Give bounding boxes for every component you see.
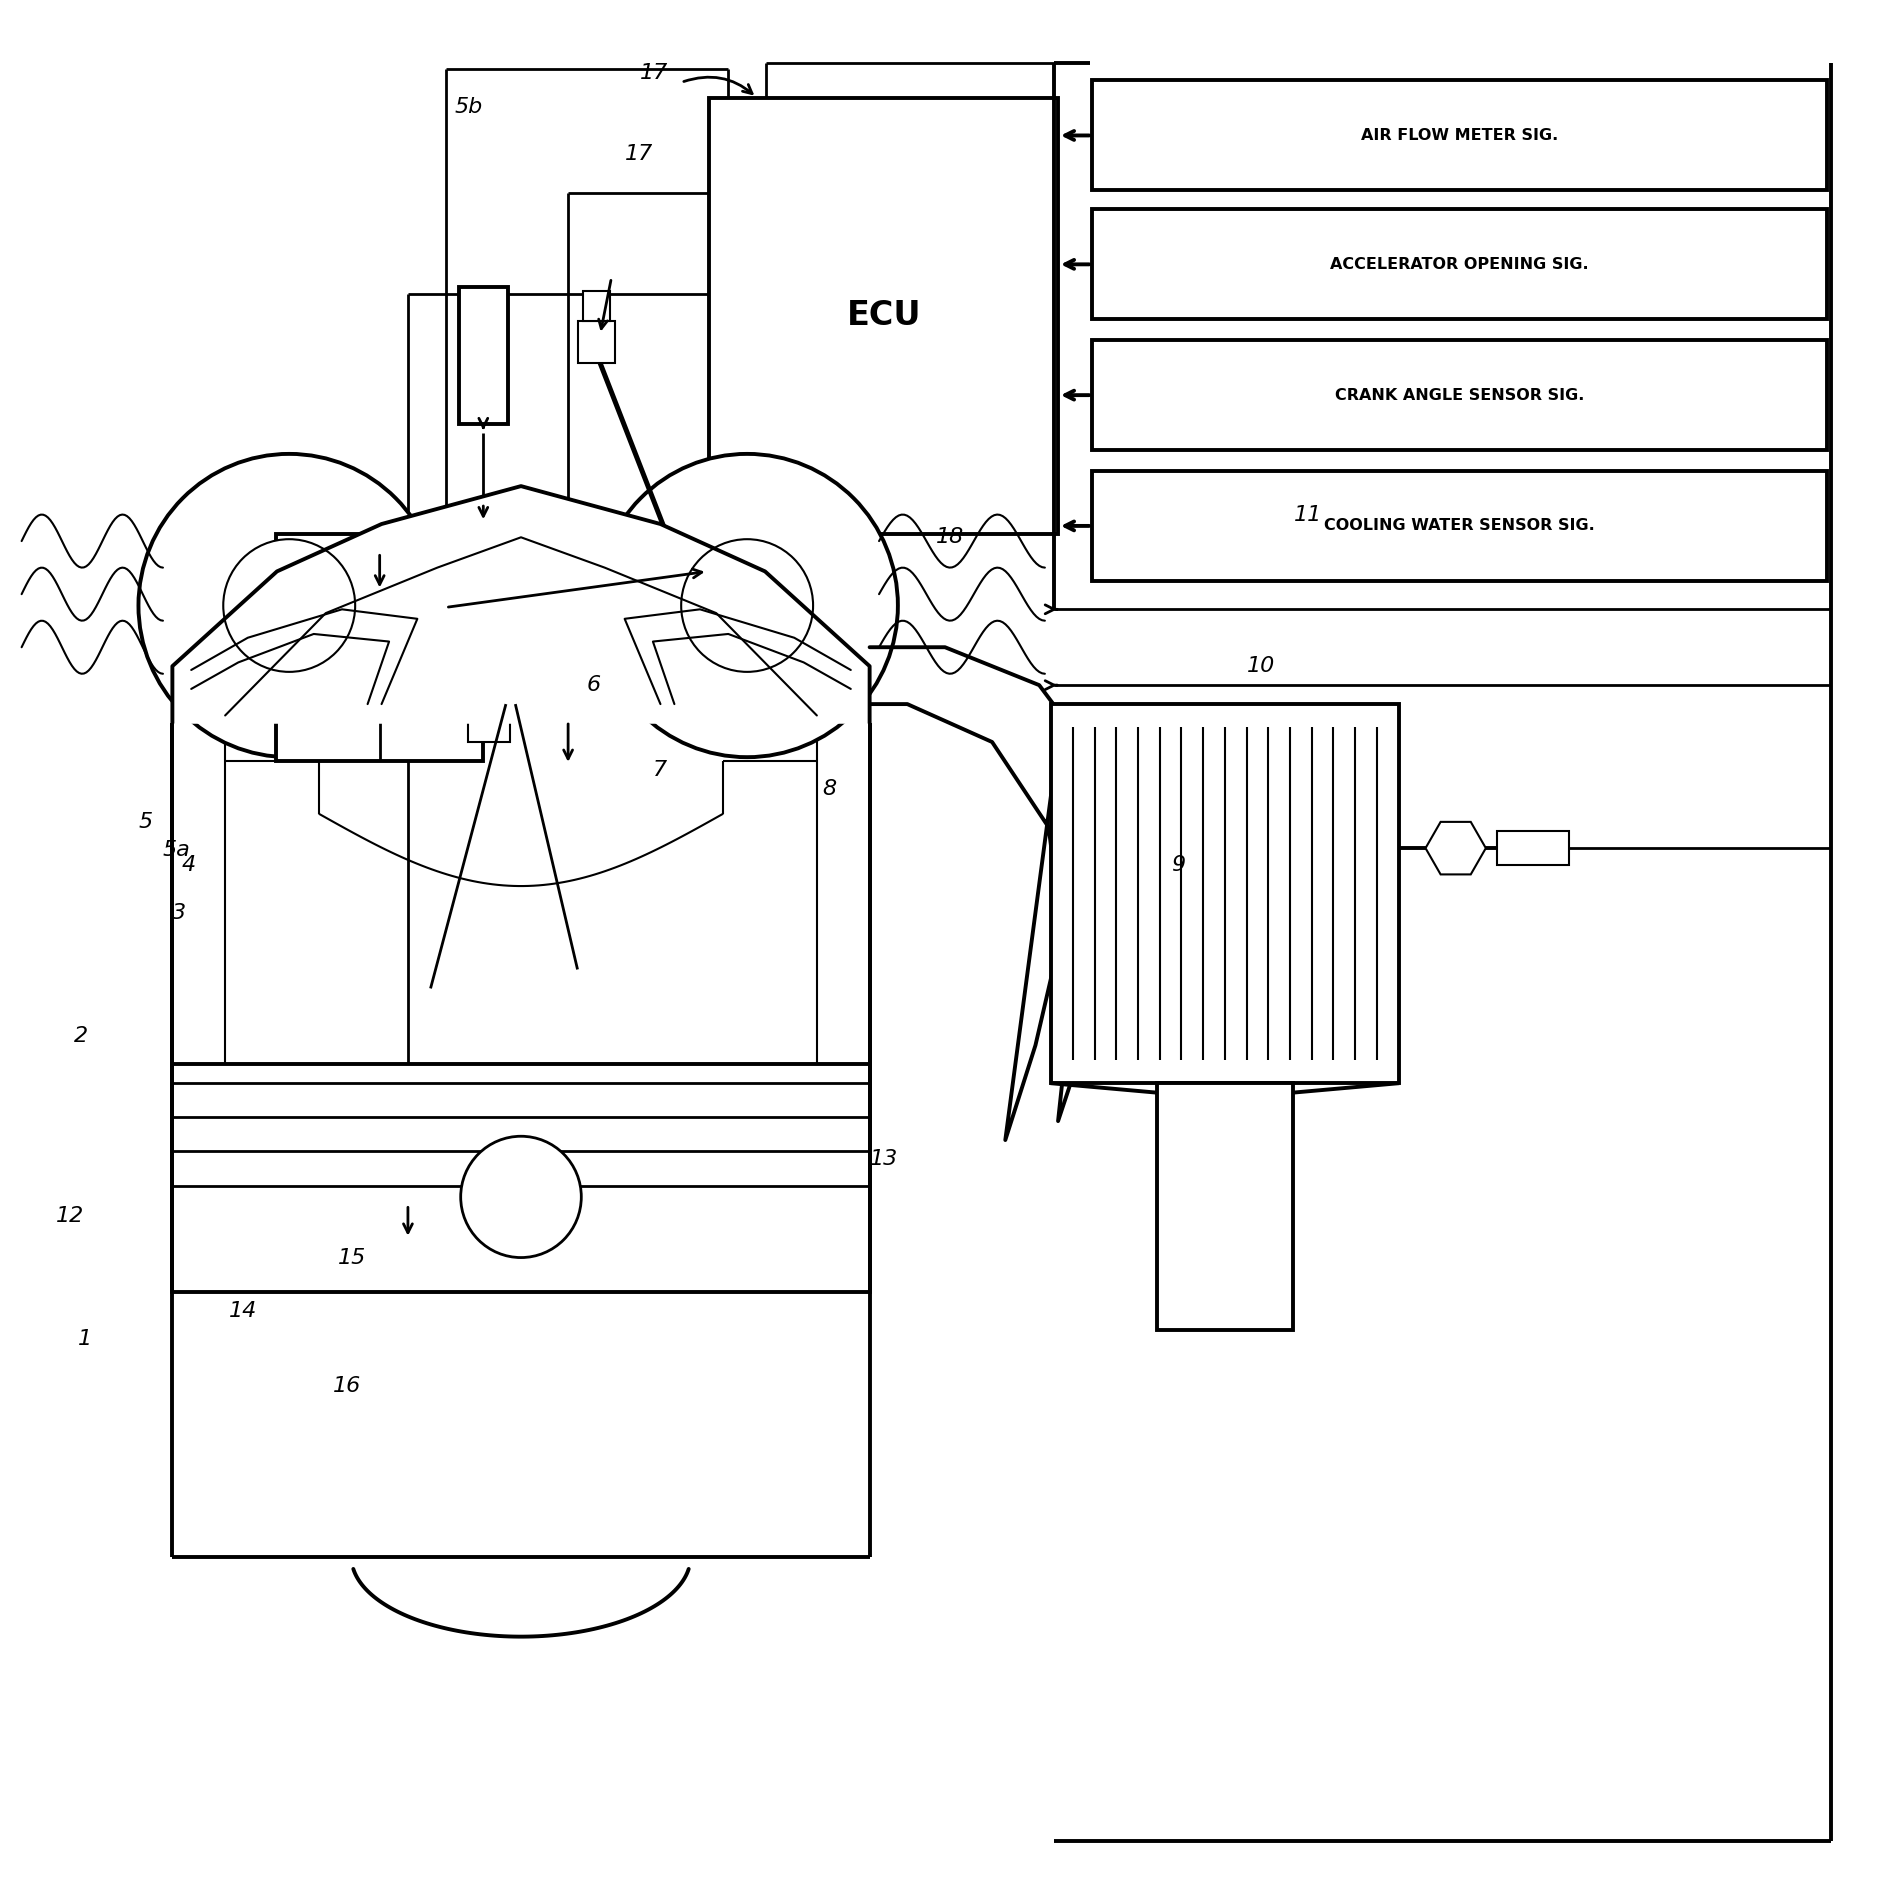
Text: 5a: 5a	[162, 840, 191, 859]
Bar	[1092, 209, 1827, 319]
Text: 3: 3	[172, 903, 187, 922]
Text: 14: 14	[229, 1300, 257, 1321]
Text: 15: 15	[338, 1247, 366, 1268]
Text: 6: 6	[587, 675, 601, 696]
Text: CRANK ANGLE SENSOR SIG.: CRANK ANGLE SENSOR SIG.	[1334, 388, 1583, 403]
Text: 16: 16	[332, 1376, 361, 1397]
Bar	[1092, 80, 1827, 190]
Text: 7: 7	[652, 760, 667, 781]
Circle shape	[680, 540, 812, 671]
Text: COOLING WATER SENSOR SIG.: COOLING WATER SENSOR SIG.	[1324, 519, 1594, 534]
Text: 12: 12	[55, 1205, 83, 1226]
Text: 8: 8	[822, 779, 837, 800]
Bar	[468, 614, 510, 741]
Text: 5: 5	[138, 812, 153, 831]
Text: 9: 9	[1171, 855, 1184, 874]
Text: 5b: 5b	[455, 97, 484, 118]
Text: 18: 18	[935, 527, 963, 547]
Text: AIR FLOW METER SIG.: AIR FLOW METER SIG.	[1360, 127, 1557, 143]
Bar	[276, 534, 484, 760]
Circle shape	[597, 454, 897, 757]
Bar	[1092, 471, 1827, 582]
Polygon shape	[172, 487, 869, 722]
Bar	[1496, 831, 1568, 865]
Text: 4: 4	[181, 855, 196, 874]
Text: 17: 17	[623, 144, 652, 163]
Bar	[708, 97, 1058, 534]
Text: 1: 1	[77, 1329, 93, 1350]
Text: 10: 10	[1247, 656, 1273, 677]
Bar	[578, 321, 616, 363]
Circle shape	[461, 1137, 582, 1258]
Bar	[584, 291, 610, 321]
Bar	[1092, 340, 1827, 451]
Text: ECU: ECU	[846, 298, 920, 333]
Text: 11: 11	[1292, 504, 1320, 525]
Circle shape	[138, 454, 440, 757]
Text: ACCELERATOR OPENING SIG.: ACCELERATOR OPENING SIG.	[1330, 257, 1589, 272]
Bar	[172, 1065, 869, 1291]
Text: 13: 13	[869, 1148, 897, 1169]
Text: 2: 2	[74, 1027, 89, 1046]
Bar	[1156, 1084, 1292, 1329]
Bar	[1050, 703, 1398, 1084]
Text: 17: 17	[638, 63, 667, 84]
Circle shape	[223, 540, 355, 671]
Bar	[459, 287, 508, 424]
